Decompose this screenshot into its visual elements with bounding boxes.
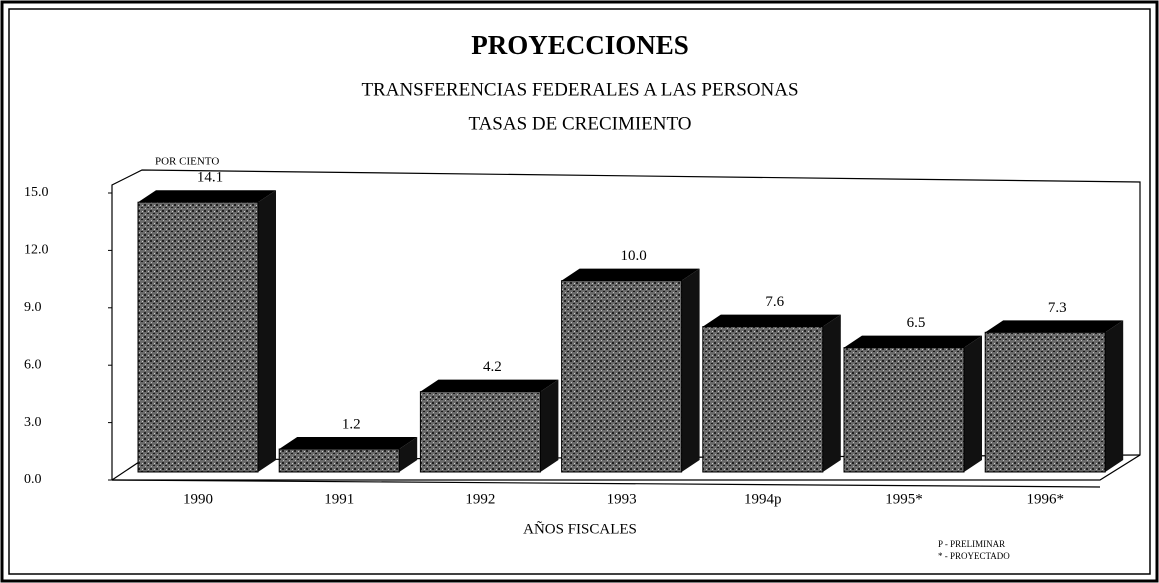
bar-top xyxy=(420,379,559,392)
bar-top xyxy=(138,190,276,203)
bar-side xyxy=(964,335,982,472)
bar-side xyxy=(681,268,700,472)
x-tick-label: 1993 xyxy=(607,491,637,507)
bar-side xyxy=(399,437,418,472)
data-label: 1.2 xyxy=(342,416,361,432)
inner-border xyxy=(8,8,1151,575)
frame xyxy=(111,169,1141,481)
bar-top xyxy=(561,268,700,281)
x-axis-label: AÑOS FISCALES xyxy=(523,521,637,537)
bar xyxy=(137,201,259,473)
x-axis xyxy=(111,479,1101,488)
chart-title: PROYECCIONES xyxy=(471,30,689,60)
y-tick-label: 9.0 xyxy=(24,300,42,315)
bar-side xyxy=(822,314,841,472)
bar xyxy=(419,391,541,473)
bar xyxy=(278,448,400,473)
data-label: 7.3 xyxy=(1048,300,1067,316)
y-tick-label: 0.0 xyxy=(24,472,42,487)
bar-top xyxy=(702,314,841,327)
chart-subtitle: TRANSFERENCIAS FEDERALES A LAS PERSONAS xyxy=(361,79,798,100)
y-tick-label: 3.0 xyxy=(24,415,42,430)
x-tick-label: 1995* xyxy=(885,491,923,507)
bar-top xyxy=(985,320,1124,333)
bar xyxy=(984,331,1106,473)
bar-top xyxy=(279,437,418,450)
bar xyxy=(702,326,824,473)
y-tick-label: 6.0 xyxy=(24,357,42,372)
x-tick-label: 1990 xyxy=(183,491,213,507)
y-tick-label: 15.0 xyxy=(24,185,49,200)
bar-side xyxy=(258,190,276,472)
data-label: 10.0 xyxy=(620,248,646,264)
bar-top xyxy=(844,335,982,348)
bar xyxy=(561,280,683,473)
y-tick-label: 12.0 xyxy=(24,243,49,258)
y-axis-label: POR CIENTO xyxy=(155,156,219,168)
x-tick-label: 1992 xyxy=(465,491,495,507)
data-label: 6.5 xyxy=(907,315,926,331)
chart-subtitle: TASAS DE CRECIMIENTO xyxy=(469,113,692,134)
x-tick-label: 1991 xyxy=(324,491,354,507)
bar-side xyxy=(540,379,559,472)
data-label: 4.2 xyxy=(483,359,502,375)
bar xyxy=(843,347,965,473)
bar-side xyxy=(1105,320,1124,472)
note: P - PRELIMINAR xyxy=(938,539,1005,549)
x-tick-label: 1996* xyxy=(1026,491,1064,507)
data-label: 14.1 xyxy=(197,170,223,186)
data-label: 7.6 xyxy=(765,294,784,310)
x-tick-label: 1994p xyxy=(744,491,782,507)
note: * - PROYECTADO xyxy=(938,551,1010,561)
